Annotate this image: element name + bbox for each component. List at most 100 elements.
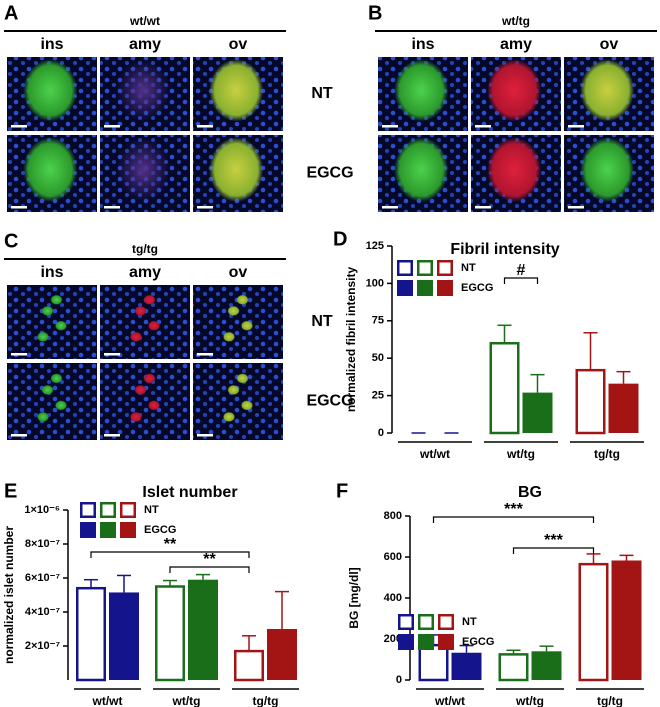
bar — [76, 586, 106, 682]
genotype-title: wt/wt — [129, 14, 160, 28]
bar — [522, 392, 553, 433]
islet-signal — [236, 373, 249, 384]
panel-letter: E — [4, 480, 17, 502]
y-tick-label: 4×10⁻⁷ — [25, 606, 61, 618]
significance-label: ** — [164, 536, 177, 553]
bar — [611, 560, 642, 680]
chart-title: Fibril intensity — [450, 241, 559, 258]
scale-bar — [104, 125, 120, 128]
islet-signal — [55, 400, 67, 411]
y-tick-label: 100 — [366, 277, 384, 289]
y-tick-label: 25 — [372, 390, 384, 402]
scale-bar — [382, 125, 398, 128]
legend-swatch — [437, 280, 453, 296]
column-label: ov — [600, 36, 619, 53]
column-label: amy — [129, 264, 161, 281]
islet-signal — [130, 331, 142, 342]
micrograph — [193, 285, 283, 359]
scale-bar — [11, 353, 27, 356]
significance-bracket — [432, 516, 595, 523]
islet-signal — [148, 320, 160, 331]
genotype-title: tg/tg — [132, 242, 158, 256]
scale-bar — [197, 206, 213, 209]
islet-signal — [143, 373, 156, 384]
column-label: ins — [40, 264, 63, 281]
legend-swatch — [120, 502, 136, 518]
column-label: ov — [229, 264, 248, 281]
bar — [575, 368, 606, 435]
micrograph — [7, 363, 97, 440]
bar — [109, 592, 139, 680]
legend-swatch — [418, 634, 434, 650]
x-tick-label: wt/tg — [515, 694, 544, 707]
bar — [451, 652, 482, 680]
islet-signal — [134, 305, 147, 316]
significance-bracket — [169, 566, 250, 573]
islet-signal — [241, 400, 253, 411]
islet-signal — [116, 59, 171, 122]
significance-label: *** — [504, 501, 523, 518]
x-tick-label: tg/tg — [597, 694, 623, 707]
islet-signal — [227, 305, 240, 316]
islet-signal — [41, 384, 54, 395]
islet-signal — [148, 400, 160, 411]
scale-bar — [568, 125, 584, 128]
y-tick-label: 125 — [366, 240, 384, 252]
column-label: ov — [229, 36, 248, 53]
column-label: ins — [411, 36, 434, 53]
micrograph — [7, 285, 97, 359]
bar — [498, 653, 529, 682]
bar — [578, 562, 609, 682]
islet-signal — [37, 331, 49, 342]
legend-label: NT — [462, 616, 477, 628]
scale-bar — [382, 206, 398, 209]
islet-signal — [37, 411, 49, 422]
bar — [155, 585, 185, 682]
islet-signal — [236, 294, 249, 305]
column-label: ins — [40, 36, 63, 53]
micrograph — [193, 363, 283, 440]
row-label: EGCG — [306, 393, 353, 410]
islet-signal — [55, 320, 67, 331]
micrograph — [100, 363, 190, 440]
significance-label: *** — [544, 532, 563, 549]
chart-title: Islet number — [142, 484, 237, 501]
y-tick-label: 600 — [384, 551, 402, 563]
y-tick-label: 8×10⁻⁷ — [25, 538, 61, 550]
islet-signal — [580, 59, 635, 122]
legend-swatch — [80, 502, 96, 518]
scale-bar — [568, 206, 584, 209]
legend-swatch — [398, 634, 414, 650]
islet-signal — [116, 137, 171, 202]
islet-signal — [134, 384, 147, 395]
legend-swatch — [417, 260, 433, 276]
legend-swatch — [417, 280, 433, 296]
scale-bar — [104, 353, 120, 356]
significance-bracket — [512, 547, 595, 554]
y-tick-label: 6×10⁻⁷ — [25, 572, 61, 584]
x-tick-label: wt/wt — [92, 694, 123, 707]
legend-label: NT — [461, 262, 476, 274]
bar — [234, 649, 264, 682]
y-tick-label: 2×10⁻⁷ — [25, 640, 61, 652]
chart-title: BG — [518, 484, 542, 501]
islet-signal — [487, 59, 542, 122]
scale-bar — [11, 125, 27, 128]
x-tick-label: wt/tg — [172, 694, 201, 707]
legend-swatch — [397, 280, 413, 296]
y-tick-label: 50 — [372, 352, 384, 364]
islet-signal — [23, 59, 78, 122]
y-tick-label: 75 — [372, 315, 384, 327]
x-tick-label: wt/tg — [506, 447, 535, 461]
y-axis-label: BG [mg/dl] — [347, 567, 361, 628]
legend-swatch — [80, 522, 96, 538]
islet-signal — [41, 305, 54, 316]
bar — [489, 341, 520, 435]
panel-letter: D — [333, 228, 347, 250]
legend-swatch — [398, 614, 414, 630]
legend-swatch — [437, 260, 453, 276]
significance-label: ** — [203, 551, 216, 568]
islet-signal — [23, 137, 78, 202]
significance-bracket — [90, 551, 250, 558]
